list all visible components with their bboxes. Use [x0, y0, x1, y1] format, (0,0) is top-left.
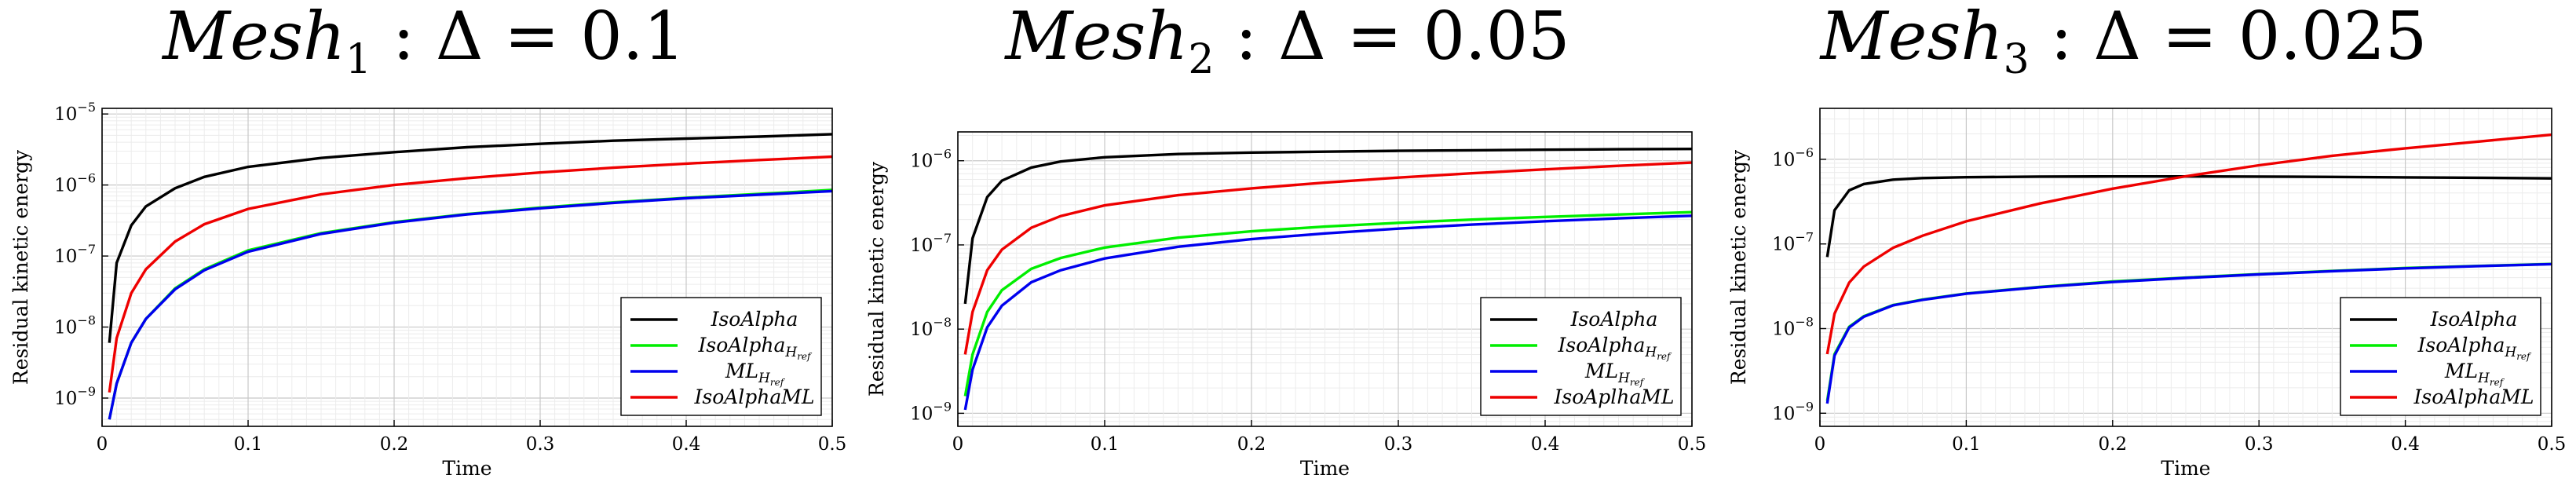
legend-entry: IsoAlphaHref: [698, 334, 813, 362]
x-tick-label: 0.5: [2538, 434, 2567, 455]
y-axis-label: Residual kinetic energy: [9, 149, 32, 385]
legend-entry: MLHref: [1584, 360, 1646, 388]
y-tick-label: 10−8: [54, 313, 96, 338]
x-tick-label: 0.3: [526, 434, 555, 455]
x-axis-label: Time: [2161, 457, 2210, 480]
series-line-4: [963, 161, 1693, 355]
y-tick-label: 10−6: [1772, 145, 1814, 170]
series-line-1: [963, 148, 1693, 305]
plot-frame: [957, 131, 1693, 427]
legend-entry: IsoAlphaHref: [2417, 334, 2532, 362]
x-tick-label: 0.4: [2391, 434, 2420, 455]
y-tick-label: 10−7: [54, 242, 96, 267]
legend-entry: IsoAplhaML: [1553, 386, 1674, 408]
plot-frame: [1819, 108, 2552, 427]
x-tick-label: 0.1: [1091, 434, 1120, 455]
legend-entry: MLHref: [725, 360, 786, 388]
series-line-4: [1825, 133, 2552, 355]
y-tick-label: 10−6: [54, 171, 96, 196]
y-axis-label: Residual kinetic energy: [865, 161, 888, 397]
x-tick-label: 0: [97, 434, 108, 455]
y-tick-label: 10−8: [910, 315, 952, 340]
series-line-4: [108, 155, 833, 393]
x-tick-label: 0: [952, 434, 964, 455]
series-line-2: [963, 210, 1693, 397]
x-tick-label: 0.2: [1237, 434, 1266, 455]
y-tick-label: 10−7: [1772, 230, 1814, 255]
legend-entry: IsoAlpha: [1570, 308, 1658, 331]
x-tick-label: 0.5: [1678, 434, 1707, 455]
x-axis-label: Time: [1300, 457, 1350, 480]
y-tick-label: 10−6: [910, 147, 952, 172]
x-tick-label: 0.2: [380, 434, 409, 455]
y-tick-label: 10−8: [1772, 315, 1814, 340]
chart-1: Mesh1 : Δ = 0.1 0 0.1 0.2 0.3 0.4 0.5 10−9 10−8 1…: [9, 0, 846, 480]
legend-entry: IsoAlphaHref: [1558, 334, 1672, 362]
y-tick-label: 10−5: [54, 100, 96, 125]
x-tick-label: 0.3: [1384, 434, 1413, 455]
y-axis-label: Residual kinetic energy: [1727, 149, 1750, 385]
x-tick-label: 0.3: [2245, 434, 2274, 455]
x-tick-label: 0.1: [234, 434, 263, 455]
series-line-3: [963, 214, 1693, 411]
chart-title: Mesh2 : Δ = 0.05: [1003, 0, 1569, 83]
chart-title: Mesh3 : Δ = 0.025: [1819, 0, 2428, 83]
series-line-1: [108, 133, 833, 343]
legend-entry: IsoAlphaML: [693, 386, 814, 408]
chart-title: Mesh1 : Δ = 0.1: [161, 0, 685, 83]
chart-3: Mesh3 : Δ = 0.025 0 0.1 0.2 0.3 0.4 0.5 10−9 10−…: [1727, 0, 2566, 480]
x-tick-label: 0.5: [818, 434, 847, 455]
y-tick-label: 10−9: [54, 384, 96, 409]
series-line-3: [108, 189, 833, 420]
y-tick-label: 10−7: [910, 231, 952, 256]
y-tick-label: 10−9: [1772, 399, 1814, 424]
x-tick-label: 0.4: [672, 434, 701, 455]
series-line-3: [1825, 262, 2552, 404]
legend-entry: IsoAlphaML: [2413, 386, 2534, 408]
series-line-1: [1825, 174, 2552, 258]
plot-frame: [101, 108, 833, 427]
legend-entry: IsoAlpha: [2430, 308, 2518, 331]
legend-entry: MLHref: [2444, 360, 2505, 388]
chart-2: Mesh2 : Δ = 0.05 0 0.1 0.2 0.3 0.4 0.5 10−9 10−8…: [865, 0, 1706, 480]
x-axis-label: Time: [442, 457, 491, 480]
x-tick-label: 0: [1814, 434, 1826, 455]
x-tick-label: 0.1: [1952, 434, 1981, 455]
x-tick-label: 0.4: [1531, 434, 1560, 455]
legend-entry: IsoAlpha: [711, 308, 798, 331]
x-tick-label: 0.2: [2099, 434, 2128, 455]
y-tick-label: 10−9: [910, 399, 952, 424]
